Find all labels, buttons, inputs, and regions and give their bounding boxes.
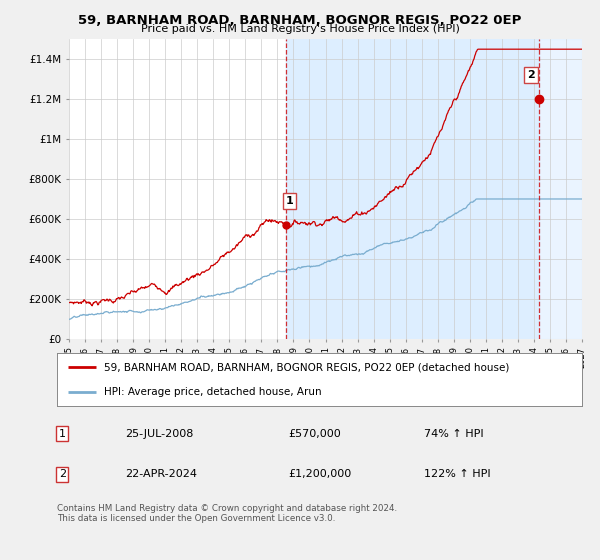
Text: Contains HM Land Registry data © Crown copyright and database right 2024.
This d: Contains HM Land Registry data © Crown c… (57, 504, 397, 524)
Text: 1: 1 (59, 429, 66, 439)
Text: 22-APR-2024: 22-APR-2024 (125, 469, 197, 479)
Text: 74% ↑ HPI: 74% ↑ HPI (425, 429, 484, 439)
Text: HPI: Average price, detached house, Arun: HPI: Average price, detached house, Arun (104, 386, 322, 396)
Text: 1: 1 (286, 196, 293, 206)
Text: 122% ↑ HPI: 122% ↑ HPI (425, 469, 491, 479)
Text: 25-JUL-2008: 25-JUL-2008 (125, 429, 194, 439)
Bar (286, 39, 539, 339)
Bar (539, 39, 582, 339)
Text: 59, BARNHAM ROAD, BARNHAM, BOGNOR REGIS, PO22 0EP (detached house): 59, BARNHAM ROAD, BARNHAM, BOGNOR REGIS,… (104, 362, 509, 372)
Text: 2: 2 (527, 70, 535, 80)
Text: £1,200,000: £1,200,000 (288, 469, 351, 479)
Text: 59, BARNHAM ROAD, BARNHAM, BOGNOR REGIS, PO22 0EP: 59, BARNHAM ROAD, BARNHAM, BOGNOR REGIS,… (79, 14, 521, 27)
Text: £570,000: £570,000 (288, 429, 341, 439)
Text: 2: 2 (59, 469, 66, 479)
Text: Price paid vs. HM Land Registry's House Price Index (HPI): Price paid vs. HM Land Registry's House … (140, 24, 460, 34)
